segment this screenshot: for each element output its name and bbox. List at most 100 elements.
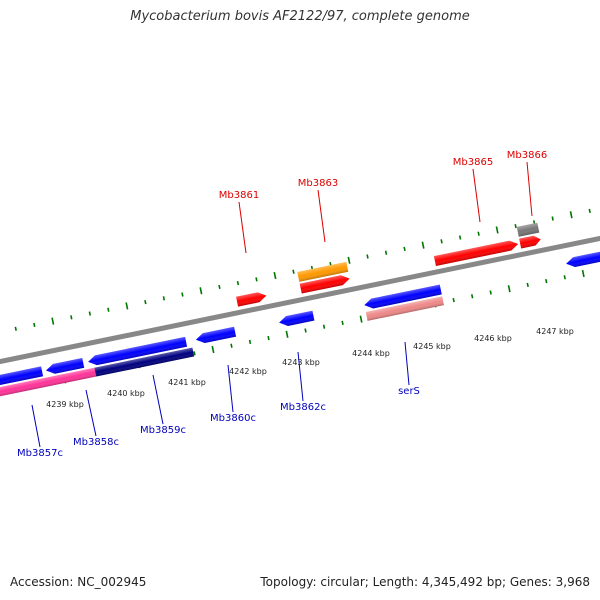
gene-label-mb3857c[interactable]: Mb3857c: [17, 448, 63, 459]
label-connector: [152, 374, 164, 425]
gene-mb3863-a-shading: [299, 275, 350, 294]
lower-tick: [452, 297, 455, 303]
kbp-label: 4239 kbp: [46, 400, 84, 409]
lower-tick: [359, 315, 363, 323]
lower-tick: [267, 335, 270, 341]
gene-label-mb3866[interactable]: Mb3866: [507, 150, 547, 161]
lower-tick: [193, 351, 196, 356]
upper-tick: [51, 317, 55, 325]
label-connector: [297, 351, 304, 402]
upper-tick: [255, 277, 258, 282]
gene-mb3864c-shading: [364, 284, 442, 309]
gene-label-mb3861[interactable]: Mb3861: [219, 190, 259, 201]
gene-label-mb3860c[interactable]: Mb3860c: [210, 413, 256, 424]
gene-mb3860c-shading: [195, 326, 237, 344]
gene-mb3866-shading: [519, 235, 541, 249]
kbp-label: 4244 kbp: [352, 349, 390, 358]
label-connector: [404, 341, 410, 386]
gene-mb3866-pseudo-shading: [516, 222, 540, 237]
upper-tick: [33, 322, 36, 328]
upper-tick: [458, 235, 462, 240]
upper-tick: [347, 256, 351, 264]
lower-tick: [341, 320, 344, 326]
label-connector: [526, 161, 533, 217]
upper-tick: [366, 254, 369, 259]
upper-tick: [162, 296, 166, 301]
lower-tick: [211, 345, 215, 354]
label-connector: [238, 201, 247, 254]
gene-features: [0, 222, 600, 398]
label-connector: [317, 189, 326, 243]
upper-tick: [588, 208, 591, 214]
gene-mb3862c-shading: [279, 310, 315, 326]
kbp-label: 4242 kbp: [229, 367, 267, 376]
upper-tick: [236, 281, 240, 286]
upper-tick: [292, 269, 295, 274]
upper-tick: [477, 231, 480, 236]
upper-tick: [144, 300, 147, 305]
upper-tick: [70, 315, 73, 320]
upper-tick: [495, 226, 499, 234]
gene-labels: Mb3861 Mb3863 Mb3865 Mb3866 Mb3857c Mb3858c Mb…: [17, 150, 547, 459]
lower-tick: [285, 330, 289, 338]
gene-label-sers[interactable]: serS: [398, 386, 420, 397]
gene-label-mb3863[interactable]: Mb3863: [298, 178, 338, 189]
label-connector: [472, 168, 481, 223]
gene-label-mb3862c[interactable]: Mb3862c: [280, 402, 326, 413]
gene-mb3863-b-shading: [297, 261, 349, 282]
label-connector: [227, 364, 234, 413]
label-connector: [31, 404, 41, 448]
lower-tick: [563, 275, 566, 280]
lower-tick: [304, 328, 307, 333]
genome-track: [0, 197, 600, 403]
upper-tick: [569, 211, 573, 219]
gene-label-mb3865[interactable]: Mb3865: [453, 157, 493, 168]
kbp-label: 4246 kbp: [474, 334, 512, 343]
kbp-label: 4243 kbp: [282, 358, 320, 367]
upper-tick: [514, 224, 517, 229]
gene-mb3857c-shading: [0, 366, 44, 387]
upper-tick: [440, 239, 443, 244]
gene-mb3858c-shading: [45, 357, 85, 374]
upper-tick: [218, 284, 221, 290]
gene-sers-shading: [365, 296, 444, 321]
upper-tick: [403, 246, 406, 252]
lower-tick: [489, 290, 492, 295]
upper-tick: [384, 250, 388, 255]
lower-tick: [322, 324, 326, 329]
upper-tick: [181, 292, 184, 297]
gene-mb3865-shading: [433, 240, 519, 266]
lower-tick: [470, 294, 474, 299]
lower-tick: [581, 269, 585, 278]
upper-tick: [199, 287, 203, 295]
gene-mb3861-shading: [236, 292, 267, 307]
lower-tick: [230, 343, 233, 348]
gene-mb3859c-shading: [88, 336, 188, 366]
lower-tick: [507, 285, 511, 293]
gene-pink-feature-shading: [0, 367, 97, 398]
upper-tick: [273, 271, 277, 280]
upper-tick: [14, 326, 17, 331]
kbp-label: 4241 kbp: [168, 378, 206, 387]
kbp-labels: 4239 kbp 4240 kbp 4241 kbp 4242 kbp 4243 kbp…: [46, 327, 574, 409]
lower-tick: [248, 339, 252, 345]
label-connector: [85, 389, 97, 437]
genome-backbone: [0, 197, 600, 403]
upper-tick: [88, 311, 92, 316]
genome-summary: Topology: circular; Length: 4,345,492 bp…: [260, 575, 590, 589]
kbp-label: 4247 kbp: [536, 327, 574, 336]
kbp-label: 4245 kbp: [413, 342, 451, 351]
upper-tick: [107, 307, 110, 312]
gene-label-mb3858c[interactable]: Mb3858c: [73, 437, 119, 448]
upper-tick: [125, 302, 129, 310]
gene-navy-feature-shading: [94, 347, 195, 377]
lower-tick: [526, 282, 529, 288]
gene-mb3867c-shading: [566, 244, 600, 268]
upper-tick-ruler: [14, 208, 591, 331]
lower-tick: [545, 278, 548, 284]
gene-label-mb3859c[interactable]: Mb3859c: [140, 425, 186, 436]
map-title: Mycobacterium bovis AF2122/97, complete …: [130, 9, 470, 24]
upper-tick: [421, 241, 425, 249]
kbp-label: 4240 kbp: [107, 389, 145, 398]
